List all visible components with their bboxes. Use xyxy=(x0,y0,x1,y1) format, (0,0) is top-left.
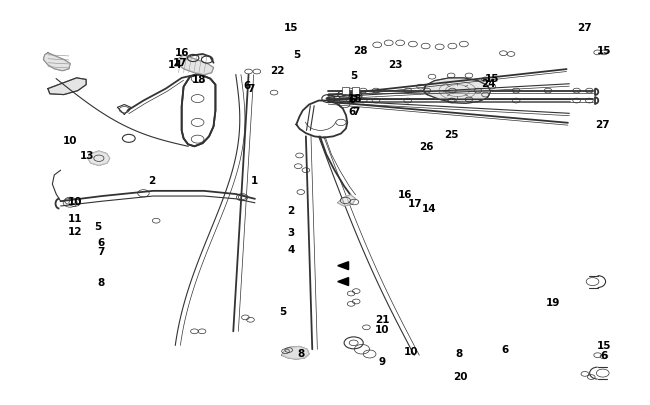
Text: 15: 15 xyxy=(486,74,500,84)
Text: 21: 21 xyxy=(375,314,389,324)
Polygon shape xyxy=(338,195,356,207)
Text: 8: 8 xyxy=(455,348,462,358)
Text: 12: 12 xyxy=(68,227,82,237)
Text: 6: 6 xyxy=(601,350,608,360)
Text: 7: 7 xyxy=(97,247,105,257)
Polygon shape xyxy=(338,262,348,270)
Text: 19: 19 xyxy=(546,298,560,307)
Circle shape xyxy=(353,95,358,98)
Text: 25: 25 xyxy=(444,130,458,140)
Text: 15: 15 xyxy=(597,340,611,350)
Text: 10: 10 xyxy=(404,346,418,356)
Text: 8: 8 xyxy=(297,348,304,358)
Text: 15: 15 xyxy=(284,23,298,33)
Text: 9: 9 xyxy=(379,356,386,366)
Polygon shape xyxy=(352,88,359,94)
Text: 16: 16 xyxy=(398,190,413,200)
Text: 18: 18 xyxy=(192,75,207,85)
Text: 7: 7 xyxy=(248,84,255,94)
Text: 6: 6 xyxy=(502,344,509,354)
Text: 6: 6 xyxy=(349,107,356,117)
Text: 13: 13 xyxy=(80,151,95,161)
Text: 10: 10 xyxy=(375,324,389,335)
Polygon shape xyxy=(88,152,110,166)
Text: 5: 5 xyxy=(350,71,358,81)
Text: 5: 5 xyxy=(292,50,300,60)
Text: 7: 7 xyxy=(352,107,360,117)
Text: 6: 6 xyxy=(349,94,356,104)
Polygon shape xyxy=(338,278,348,286)
Text: 10: 10 xyxy=(63,136,77,146)
Text: 27: 27 xyxy=(595,120,610,130)
Text: 11: 11 xyxy=(68,213,82,224)
Text: 17: 17 xyxy=(173,58,188,68)
Text: 8: 8 xyxy=(97,277,105,287)
Text: 27: 27 xyxy=(578,23,592,33)
Text: 14: 14 xyxy=(167,60,182,69)
Text: 4: 4 xyxy=(287,244,295,254)
Text: 22: 22 xyxy=(270,66,285,76)
Text: 20: 20 xyxy=(453,371,467,382)
Polygon shape xyxy=(281,347,309,359)
Text: 6: 6 xyxy=(97,237,105,247)
Polygon shape xyxy=(44,54,70,72)
Circle shape xyxy=(341,94,346,97)
Text: 14: 14 xyxy=(422,203,437,213)
Text: 5: 5 xyxy=(94,221,101,231)
Polygon shape xyxy=(424,79,491,104)
Text: 28: 28 xyxy=(354,46,368,56)
Text: 10: 10 xyxy=(68,196,83,206)
Text: 23: 23 xyxy=(388,60,402,69)
Text: 6: 6 xyxy=(243,81,250,91)
Text: 2: 2 xyxy=(148,176,155,185)
Text: 2: 2 xyxy=(287,205,295,215)
Text: 24: 24 xyxy=(482,79,496,88)
Polygon shape xyxy=(177,55,213,75)
Text: 1: 1 xyxy=(252,176,259,185)
Text: 26: 26 xyxy=(419,142,434,152)
Circle shape xyxy=(326,98,331,101)
Text: 3: 3 xyxy=(287,227,295,237)
Text: 16: 16 xyxy=(174,47,189,58)
Text: 15: 15 xyxy=(597,46,611,56)
Polygon shape xyxy=(48,79,86,95)
Text: 17: 17 xyxy=(408,198,422,208)
Polygon shape xyxy=(341,88,349,94)
Text: 5: 5 xyxy=(279,307,286,317)
Text: 18: 18 xyxy=(348,94,362,104)
Polygon shape xyxy=(182,75,215,147)
